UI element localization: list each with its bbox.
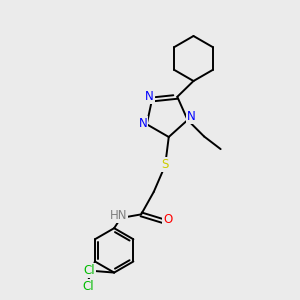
Text: HN: HN	[110, 209, 127, 222]
Text: N: N	[145, 90, 154, 103]
Text: N: N	[139, 117, 148, 130]
Text: Cl: Cl	[83, 264, 95, 277]
Text: O: O	[163, 213, 172, 226]
Text: Cl: Cl	[82, 280, 94, 293]
Text: S: S	[161, 158, 169, 171]
Text: N: N	[187, 110, 196, 124]
